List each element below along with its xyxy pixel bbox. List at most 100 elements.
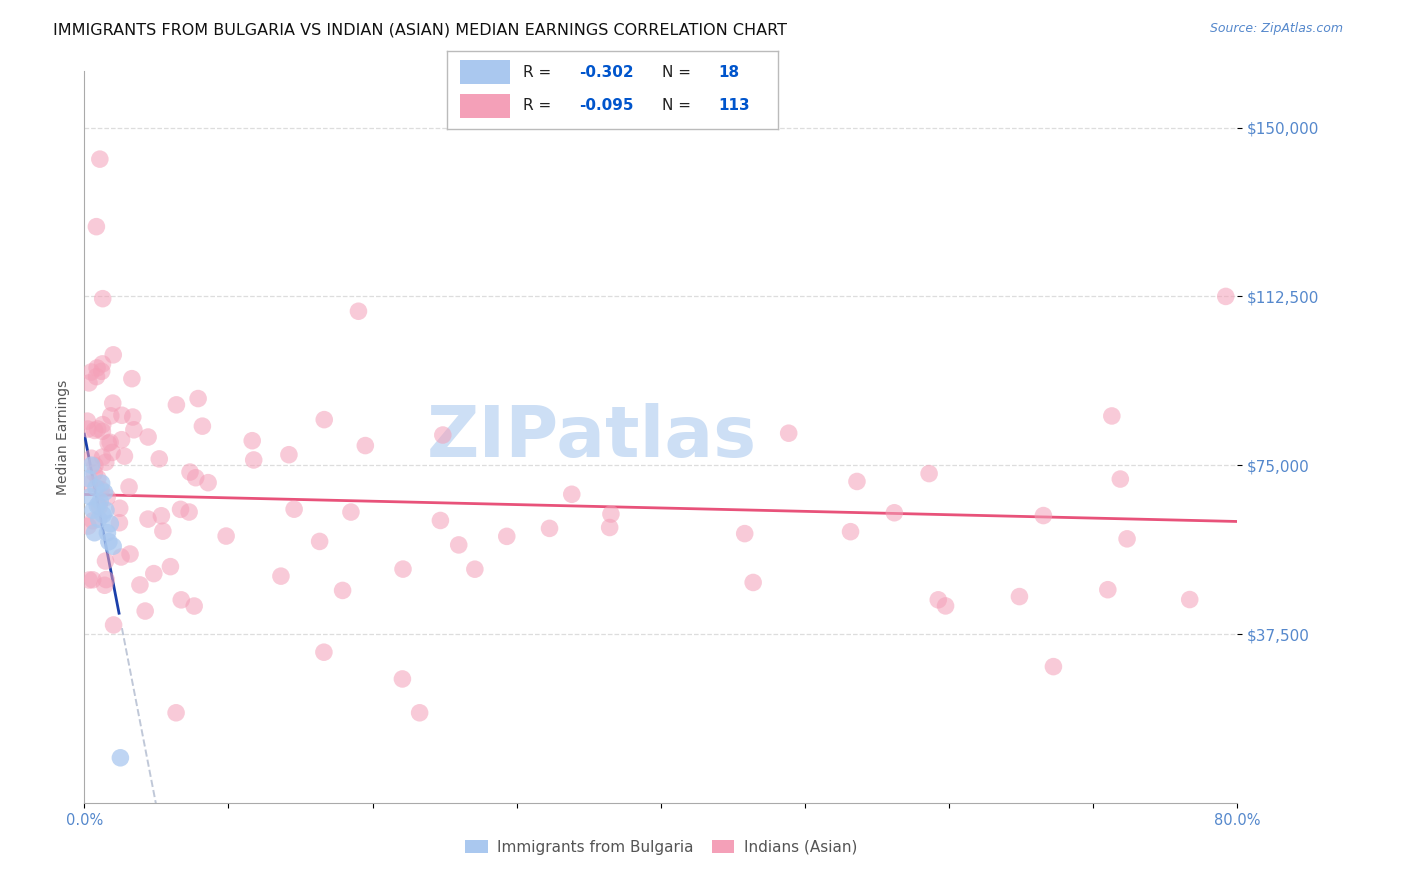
- Point: [94, 554, 117, 568]
- Point: [1008, 590, 1031, 604]
- Point: [165, 398, 187, 412]
- Point: [86, 360, 108, 375]
- Point: [103, 348, 125, 362]
- Point: [91, 508, 114, 522]
- Point: [179, 465, 201, 479]
- Point: [91, 417, 114, 432]
- Point: [82, 503, 104, 517]
- Point: [94, 455, 117, 469]
- Point: [108, 501, 131, 516]
- Point: [91, 357, 114, 371]
- Point: [90, 476, 112, 491]
- Point: [98, 435, 121, 450]
- Point: [103, 618, 125, 632]
- Point: [1042, 659, 1064, 673]
- Point: [599, 520, 621, 534]
- Point: [108, 516, 131, 530]
- Point: [93, 485, 115, 500]
- Point: [935, 599, 957, 613]
- Point: [96, 573, 118, 587]
- Point: [314, 412, 336, 426]
- Point: [82, 514, 104, 528]
- Point: [1178, 592, 1201, 607]
- Point: [97, 436, 120, 450]
- Point: [464, 562, 486, 576]
- Point: [839, 524, 862, 539]
- Point: [121, 410, 143, 425]
- Point: [86, 219, 108, 234]
- Point: [277, 448, 299, 462]
- Point: [1215, 289, 1237, 303]
- Point: [83, 466, 105, 480]
- Point: [187, 392, 209, 406]
- Point: [197, 475, 219, 490]
- Point: [392, 562, 415, 576]
- Text: -0.095: -0.095: [579, 98, 634, 113]
- Point: [77, 477, 100, 491]
- Point: [883, 506, 905, 520]
- Point: [129, 578, 152, 592]
- Point: [110, 751, 132, 765]
- Point: [347, 304, 370, 318]
- Point: [561, 487, 583, 501]
- Point: [93, 578, 115, 592]
- Point: [150, 508, 173, 523]
- Point: [308, 534, 330, 549]
- Point: [169, 502, 191, 516]
- Point: [340, 505, 363, 519]
- Point: [121, 372, 143, 386]
- Point: [96, 490, 118, 504]
- Point: [118, 547, 141, 561]
- Point: [86, 499, 108, 513]
- Point: [77, 519, 100, 533]
- Point: [408, 706, 430, 720]
- Point: [86, 369, 108, 384]
- Point: [148, 451, 170, 466]
- Point: [80, 365, 103, 379]
- Point: [89, 494, 111, 508]
- Point: [391, 672, 413, 686]
- Point: [191, 419, 214, 434]
- Point: [86, 422, 108, 436]
- Point: [84, 481, 107, 495]
- Point: [184, 471, 207, 485]
- Point: [134, 604, 156, 618]
- Point: [87, 512, 110, 526]
- Point: [742, 575, 765, 590]
- Point: [103, 539, 124, 553]
- Point: [538, 521, 561, 535]
- Point: [429, 513, 451, 527]
- Point: [111, 409, 134, 423]
- Point: [240, 434, 263, 448]
- Point: [152, 524, 174, 538]
- Point: [215, 529, 238, 543]
- Point: [76, 414, 98, 428]
- Point: [1032, 508, 1054, 523]
- Point: [83, 525, 105, 540]
- Point: [447, 538, 470, 552]
- Point: [77, 472, 100, 486]
- Point: [918, 467, 941, 481]
- Text: ZIPatlas: ZIPatlas: [426, 402, 756, 472]
- Point: [89, 152, 111, 166]
- Point: [80, 451, 103, 466]
- Point: [846, 475, 869, 489]
- Point: [90, 364, 112, 378]
- Point: [136, 512, 159, 526]
- Point: [89, 500, 111, 514]
- Point: [432, 428, 454, 442]
- Text: N =: N =: [662, 98, 696, 113]
- Point: [87, 471, 110, 485]
- Point: [332, 583, 354, 598]
- Point: [91, 450, 114, 464]
- Point: [94, 503, 117, 517]
- Point: [112, 449, 135, 463]
- Point: [98, 516, 121, 531]
- Point: [90, 483, 112, 497]
- Point: [110, 433, 132, 447]
- Point: [270, 569, 292, 583]
- Point: [118, 480, 141, 494]
- Point: [91, 425, 114, 439]
- Text: R =: R =: [523, 64, 557, 79]
- Point: [77, 573, 100, 587]
